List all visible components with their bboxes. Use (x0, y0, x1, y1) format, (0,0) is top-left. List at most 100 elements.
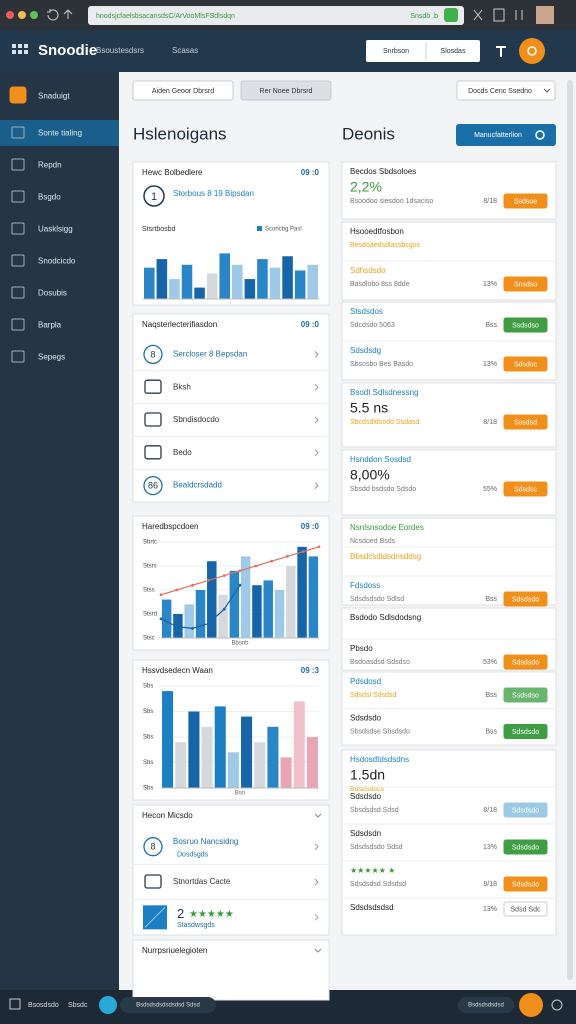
button-icon[interactable] (535, 130, 545, 140)
row-button[interactable] (503, 276, 548, 292)
footer-pill[interactable] (458, 997, 514, 1013)
sidebar-icon[interactable] (11, 318, 25, 331)
dropdown[interactable] (456, 80, 556, 101)
sidebar-item[interactable]: Barpla (38, 321, 62, 330)
chevron[interactable] (314, 878, 319, 886)
button-label[interactable]: Sdsdsdo (512, 659, 539, 666)
sidebar-item[interactable]: Sonte tialing (38, 129, 82, 138)
dropdown-caret[interactable] (543, 88, 551, 93)
sidebar-item[interactable]: Bsgdo (38, 193, 61, 202)
button-label[interactable]: Sdsdsc (514, 486, 537, 493)
footer-pill-text[interactable]: Bsdsdsdsdsd (468, 1003, 504, 1009)
footer-icon[interactable] (551, 999, 563, 1011)
chevron[interactable] (314, 913, 319, 921)
profile-avatar[interactable] (536, 6, 554, 24)
row-value: 13% (483, 281, 497, 288)
card-menu[interactable] (314, 813, 322, 818)
primary-button-label[interactable]: Manucfatterlion (474, 132, 522, 139)
row-title: Hsnddon Sosdsd (350, 455, 411, 464)
row-button[interactable] (503, 414, 548, 430)
dropdown-label[interactable]: Docds Cenc Ssedno (468, 88, 532, 95)
nav-link[interactable]: Scasas (172, 46, 198, 55)
header-icon[interactable] (496, 46, 506, 57)
row-button[interactable] (503, 481, 548, 497)
scrollbar[interactable] (567, 80, 573, 980)
button-label[interactable]: Sdsdsdo (512, 596, 539, 603)
toolbar-button-label[interactable]: Rer Noee Dbrsrd (260, 88, 313, 95)
row-button[interactable] (503, 839, 548, 855)
footer-link[interactable]: Sbsdc (68, 1002, 88, 1009)
sidebar-item[interactable]: Snaduigt (38, 92, 70, 101)
button-label[interactable]: Sdsdsdo (512, 807, 539, 814)
user-avatar[interactable] (519, 38, 545, 64)
toolbar-icon[interactable] (493, 8, 505, 22)
footer-pill[interactable] (120, 997, 216, 1013)
button-label[interactable]: Sdsdoc (514, 361, 538, 368)
toolbar-button[interactable] (132, 80, 234, 101)
sidebar-icon[interactable] (9, 86, 27, 104)
row-button[interactable] (503, 901, 548, 917)
sidebar-icon[interactable] (11, 190, 25, 203)
button-label[interactable]: Sdsdsdo (512, 844, 539, 851)
row-button[interactable] (503, 193, 548, 209)
row-button[interactable] (503, 687, 548, 703)
toolbar-icon[interactable] (473, 9, 483, 21)
button-label[interactable]: Ssdsoe (514, 198, 537, 205)
footer-badge[interactable] (99, 996, 117, 1014)
toolbar-icon[interactable] (515, 10, 523, 20)
footer-action[interactable] (519, 993, 543, 1017)
reload-icon[interactable] (47, 9, 59, 21)
sidebar-icon[interactable] (11, 350, 25, 363)
row-button[interactable] (503, 654, 548, 670)
chevron[interactable] (314, 383, 319, 391)
chevron[interactable] (314, 351, 319, 358)
footer-pill-text[interactable]: Bsdsdsdsdsdsdsd Sdsd (136, 1003, 200, 1009)
line-point (175, 625, 179, 628)
button-label[interactable]: Sdsd Sdc (511, 906, 541, 913)
row-button[interactable] (503, 802, 548, 818)
sidebar-item[interactable]: Uasklsigg (38, 225, 73, 234)
line-point (301, 550, 305, 553)
sidebar-icon[interactable] (11, 126, 25, 139)
toolbar-button-label[interactable]: Aiden Geoor Dbrsrd (152, 88, 214, 95)
search-box[interactable] (366, 40, 480, 62)
chevron[interactable] (314, 482, 319, 489)
sidebar-icon[interactable] (11, 254, 25, 267)
row-button[interactable] (503, 724, 548, 739)
button-label[interactable]: Sdsdsdo (512, 881, 539, 888)
footer-link[interactable]: Bsosdsdo (28, 1002, 59, 1009)
url-bar[interactable] (88, 6, 464, 25)
sidebar-item[interactable]: Snodcicdo (38, 257, 76, 266)
app-grid-icon[interactable] (12, 44, 28, 54)
chevron[interactable] (314, 449, 319, 457)
chevron[interactable] (314, 416, 319, 424)
sidebar-active[interactable] (0, 120, 119, 146)
chevron[interactable] (314, 843, 319, 851)
row-button[interactable] (503, 356, 548, 372)
search-button[interactable]: Slosdas (441, 48, 466, 55)
button-label[interactable]: Sssdsd (514, 419, 537, 426)
search-text[interactable]: Snrbson (383, 48, 409, 55)
footer-icon[interactable] (9, 998, 21, 1010)
extension-icon[interactable] (444, 8, 458, 22)
row-button[interactable] (503, 317, 548, 333)
sidebar-icon[interactable] (11, 158, 25, 171)
sidebar-item[interactable]: Sepegs (38, 353, 65, 362)
button-label[interactable]: Ssdsdso (512, 692, 539, 699)
button-label[interactable]: Sdsdsdo (512, 729, 539, 736)
sidebar-icon[interactable] (11, 222, 25, 235)
toolbar-button[interactable] (240, 80, 332, 101)
button-label[interactable]: Snsdso (514, 281, 537, 288)
sidebar-item[interactable]: Dosubis (38, 289, 67, 298)
row-title: Sdhsdsdo (350, 266, 386, 275)
sidebar-item[interactable]: Repdn (38, 161, 62, 170)
sidebar-icon[interactable] (11, 286, 25, 299)
home-icon[interactable] (63, 9, 73, 19)
row-button[interactable] (503, 876, 548, 892)
row-subtext: Besdoaedsdlassbcgos (350, 242, 421, 249)
button-label[interactable]: Ssdsdso (512, 322, 539, 329)
primary-button[interactable] (456, 124, 556, 146)
nav-link[interactable]: Bsoustesdsrs (96, 46, 144, 55)
row-button[interactable] (503, 591, 548, 607)
card-menu[interactable] (314, 948, 322, 953)
